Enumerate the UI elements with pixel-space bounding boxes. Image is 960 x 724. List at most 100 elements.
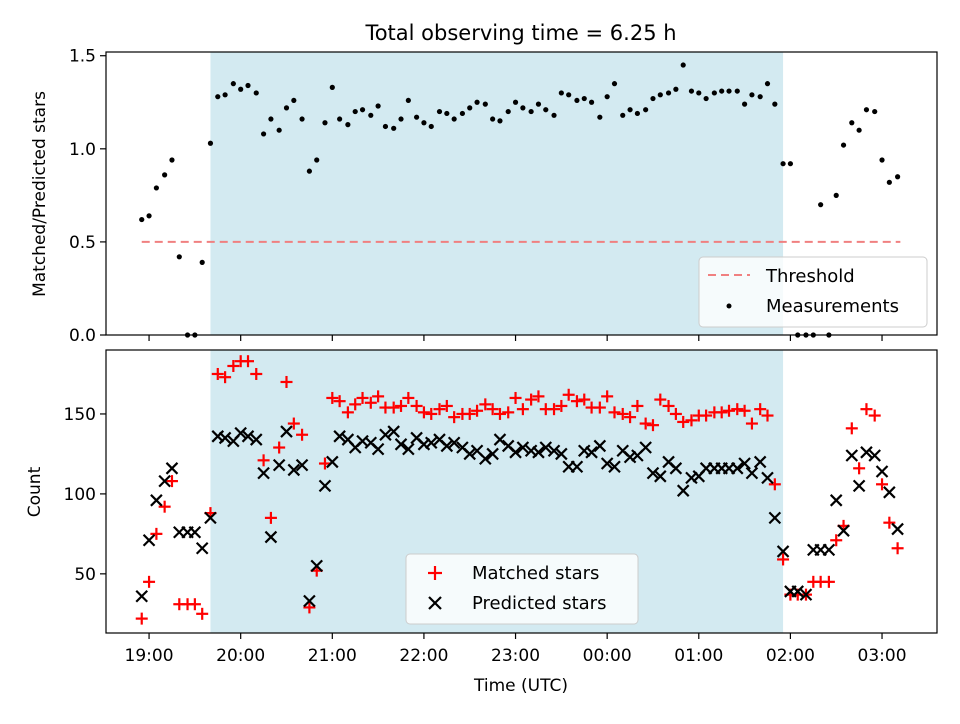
matched-star-point [387,401,400,414]
measurement-point [490,116,496,122]
matched-star-point [280,375,293,388]
measurement-point [146,213,152,219]
matched-star-point [143,575,156,588]
measurement-point [673,86,679,92]
matched-star-point [425,407,438,420]
legend-predicted-label: Predicted stars [472,593,606,614]
measurement-point [581,95,587,102]
measurement-point [872,108,878,115]
measurement-point [199,259,205,265]
matched-star-point [715,406,728,419]
predicted-star-point [241,430,255,443]
matched-star-point [525,393,538,406]
predicted-star-point [135,589,149,603]
matched-star-point [639,417,652,430]
measurement-point [757,94,763,100]
measurement-point [551,112,557,118]
measurement-point [604,94,610,100]
measurement-point [634,110,641,117]
measurement-point [588,99,595,105]
matched-star-point [296,428,309,441]
measurement-point [741,101,748,107]
matched-star-point [853,462,866,475]
predicted-star-point [829,494,843,507]
legend-measurements-label: Measurements [766,296,899,317]
matched-star-point [273,441,286,454]
predicted-star-point [547,444,561,458]
measurement-point [879,157,885,163]
predicted-star-point [891,522,904,536]
measurement-point [611,81,618,87]
matched-star-point [860,403,873,416]
matched-star-point [287,417,300,430]
matched-star-point [723,404,736,417]
measurement-point [368,112,374,118]
matched-star-point [562,388,575,401]
predicted-star-point [685,471,698,485]
measurement-point [711,90,717,96]
predicted-star-point [852,479,866,493]
matched-star-point [158,500,171,513]
predicted-star-point [417,438,431,451]
measurement-point [497,118,503,124]
matched-star-point [395,399,408,412]
matched-star-point [341,406,354,419]
matched-star-point [333,395,346,408]
measurement-point [650,95,656,102]
matched-star-point [532,390,545,403]
predicted-star-point [318,479,332,493]
predicted-star-point [272,458,286,472]
top-legend-box [698,256,928,328]
predicted-star-point [799,588,813,601]
measurement-point [139,216,145,223]
measurement-point [512,99,519,105]
measurement-point [444,110,450,117]
predicted-star-point [860,446,873,459]
matched-star-point [150,527,163,540]
matched-star-point [493,407,506,420]
measurement-point [222,92,228,98]
matched-star-point [777,553,790,566]
matched-star-point [242,355,255,368]
predicted-star-point [524,444,538,458]
matched-star-point [509,391,522,404]
predicted-star-point [868,449,881,462]
measurement-point [413,114,420,120]
measurement-point [734,88,740,94]
xtick-label: 00:00 [583,646,632,666]
predicted-star-point [585,446,598,459]
matched-star-point [433,403,446,416]
matched-star-point [608,406,621,419]
matched-star-point [211,367,224,380]
top-ytick-label: 1.5 [69,47,96,67]
measurement-point [268,116,274,122]
predicted-star-point [280,425,293,438]
measurement-point [566,92,572,98]
top-panel: 0.0 0.5 1.0 1.5 Matched/Predicted stars Thr… [30,47,938,346]
matched-star-point [135,612,148,625]
predicted-star-point [303,594,316,608]
predicted-star-point [447,436,461,450]
matched-star-point [417,406,430,419]
measurement-point [467,105,473,111]
predicted-star-point [424,436,438,450]
predicted-star-point [310,559,324,573]
matched-star-point [502,406,515,419]
measurement-point [459,110,466,117]
predicted-star-point [845,449,859,462]
bottom-ylabel: Count [25,466,45,517]
matched-star-point [677,415,690,428]
measurement-point [833,192,839,198]
matched-star-point [264,511,277,524]
measurement-point [535,101,542,107]
measurement-point [643,107,649,113]
legend-measurements-swatch [726,303,732,309]
measurement-point [253,90,259,96]
predicted-star-point [249,433,263,446]
predicted-star-point [486,447,499,461]
bottom-axes-frame [105,349,938,634]
measurement-point [314,157,320,163]
measurement-point [620,112,626,118]
predicted-star-point [493,433,507,446]
matched-star-point [822,575,835,588]
